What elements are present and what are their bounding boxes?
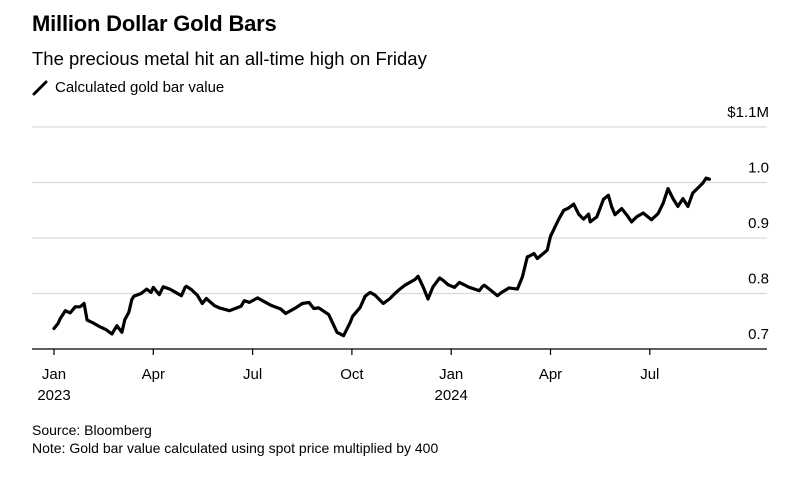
y-tick-label: 0.8 <box>748 271 769 288</box>
footer: Source: Bloomberg Note: Gold bar value c… <box>32 421 438 457</box>
chart-title: Million Dollar Gold Bars <box>32 11 277 36</box>
y-axis-labels: $1.1M 1.0 0.9 0.8 0.7 <box>727 104 769 343</box>
x-tick-year-label: 2024 <box>435 387 468 404</box>
gridlines <box>32 126 767 295</box>
note-text: Note: Gold bar value calculated using sp… <box>32 440 439 456</box>
source-text: Source: Bloomberg <box>32 422 152 438</box>
x-tick-label: Jan <box>42 366 66 383</box>
y-tick-label: 0.9 <box>748 215 769 232</box>
y-tick-label: 0.7 <box>748 326 769 343</box>
y-tick-label: 1.0 <box>748 160 769 177</box>
chart-subtitle: The precious metal hit an all-time high … <box>32 48 427 69</box>
legend-line-icon <box>32 80 48 95</box>
x-axis: Jan 2023 Apr Jul Oct Jan 2024 Apr Jul <box>32 348 767 404</box>
legend-label: Calculated gold bar value <box>55 79 225 96</box>
y-tick-label: $1.1M <box>727 104 769 121</box>
series-group <box>52 176 712 338</box>
x-tick-label: Jan <box>439 366 463 383</box>
x-tick-label: Apr <box>539 366 562 383</box>
legend: Calculated gold bar value <box>32 79 224 96</box>
series-line-gold-bar-value <box>52 176 712 338</box>
x-tick-label: Jul <box>640 366 659 383</box>
x-tick-year-label: 2023 <box>37 387 70 404</box>
x-tick-label: Jul <box>243 366 262 383</box>
x-tick-label: Oct <box>340 366 364 383</box>
x-tick-label: Apr <box>142 366 165 383</box>
